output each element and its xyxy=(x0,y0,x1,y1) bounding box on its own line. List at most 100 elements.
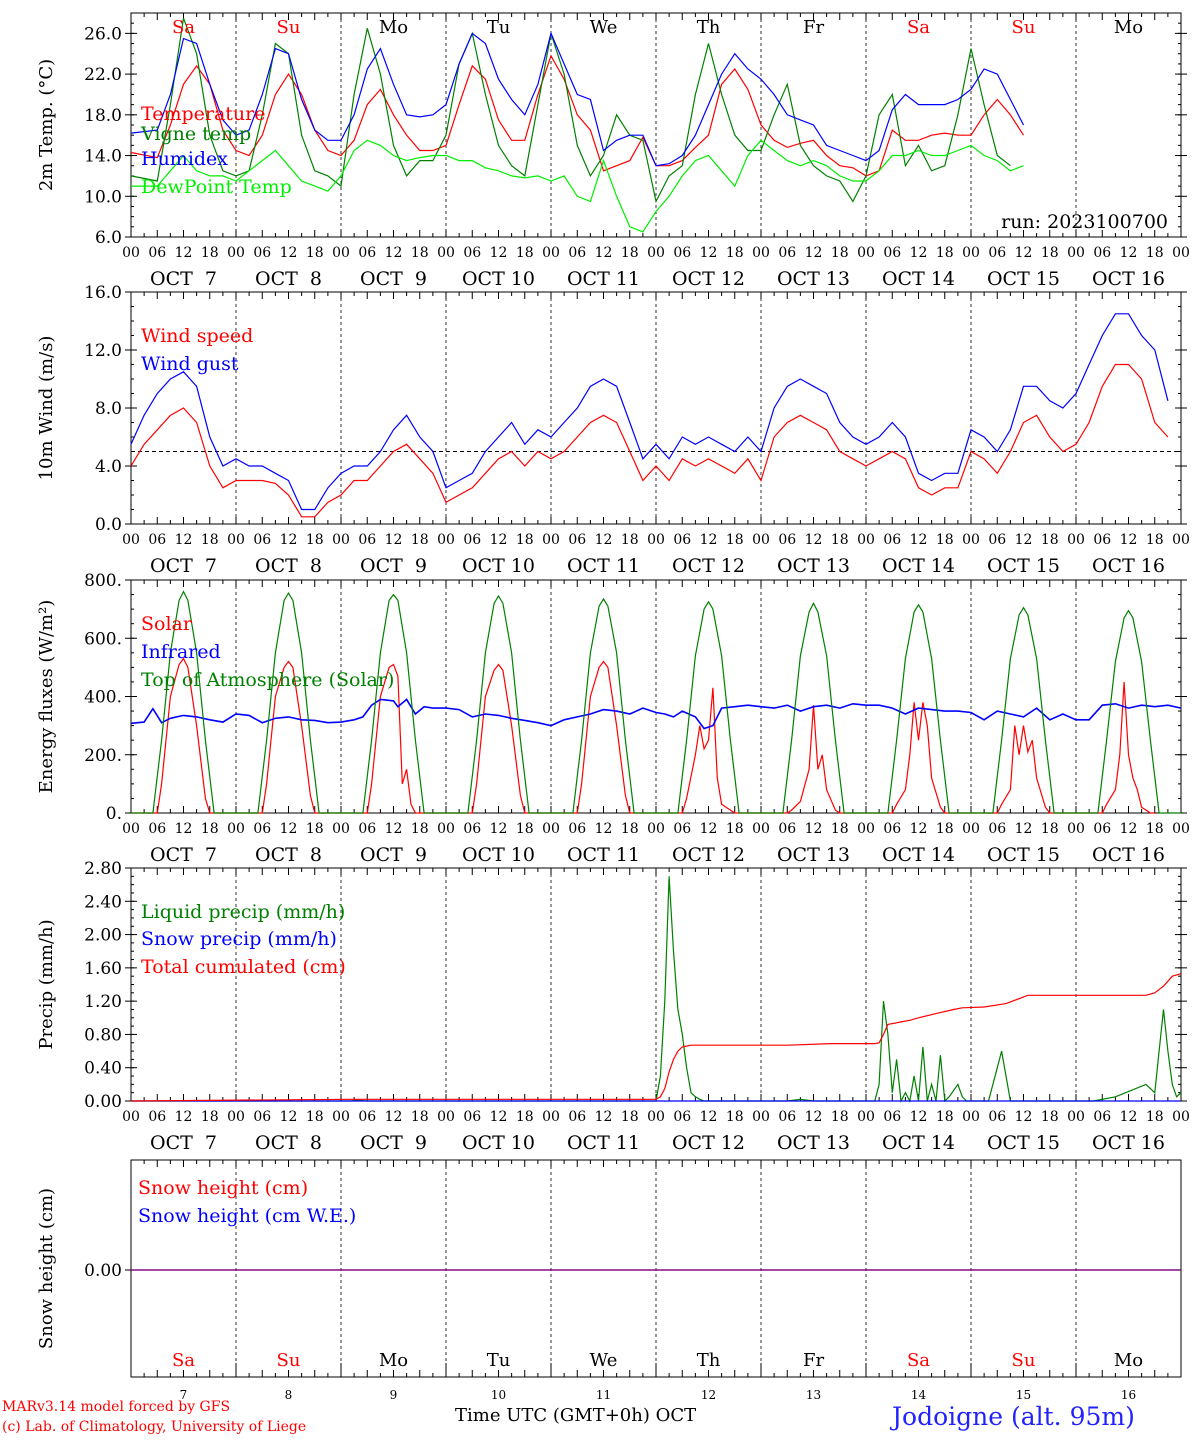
hour-tick-label: 00 xyxy=(542,532,560,548)
hour-tick-label: 06 xyxy=(1093,1109,1111,1125)
hour-tick-label: 12 xyxy=(805,1109,823,1125)
hour-tick-label: 12 xyxy=(175,821,193,837)
y-tick-label: 14.0 xyxy=(84,147,122,167)
y-tick-label: 1.20 xyxy=(84,992,122,1012)
date-label: OCT 7 xyxy=(150,844,217,866)
hour-tick-label: 12 xyxy=(805,245,823,261)
y-tick-label: 16.0 xyxy=(84,283,122,303)
hour-tick-label: 18 xyxy=(306,1109,324,1125)
hour-tick-label: 12 xyxy=(700,245,718,261)
hour-tick-label: 18 xyxy=(411,1109,429,1125)
hour-tick-label: 12 xyxy=(910,245,928,261)
y-tick-label: 800. xyxy=(84,571,122,591)
day-of-week-label: Sa xyxy=(907,17,930,38)
hour-tick-label: 18 xyxy=(621,1109,639,1125)
hour-tick-label: 06 xyxy=(988,245,1006,261)
hour-tick-label: 00 xyxy=(542,1109,560,1125)
date-label: OCT 16 xyxy=(1092,1132,1165,1154)
y-tick-label: 1.60 xyxy=(84,959,122,979)
hour-tick-label: 06 xyxy=(463,245,481,261)
hour-tick-label: 18 xyxy=(621,532,639,548)
y-tick-label: 6.0 xyxy=(95,228,122,248)
day-number-label: 10 xyxy=(491,1388,506,1402)
hour-tick-label: 00 xyxy=(437,532,455,548)
hour-tick-label: 00 xyxy=(122,532,140,548)
hour-tick-label: 06 xyxy=(148,1109,166,1125)
hour-tick-label: 12 xyxy=(595,532,613,548)
y-tick-label: 26.0 xyxy=(84,24,122,44)
legend-snow-precip-mm-h-: Snow precip (mm/h) xyxy=(141,928,337,950)
hour-tick-label: 12 xyxy=(385,532,403,548)
hour-tick-label: 06 xyxy=(1093,821,1111,837)
hour-tick-label: 06 xyxy=(568,1109,586,1125)
legend-snow-height-cm-w-e-: Snow height (cm W.E.) xyxy=(138,1205,356,1227)
series-line-infrared xyxy=(130,698,1182,730)
hour-tick-label: 00 xyxy=(122,245,140,261)
hour-tick-label: 00 xyxy=(122,1109,140,1125)
lab-credit: (c) Lab. of Climatology, University of L… xyxy=(2,1419,307,1435)
y-tick-label: 18.0 xyxy=(84,106,122,126)
legend-total-cumulated-cm-: Total cumulated (cm) xyxy=(141,956,346,978)
y-tick-label: 0. xyxy=(106,804,122,824)
hour-tick-label: 00 xyxy=(332,245,350,261)
y-tick-label: 8.0 xyxy=(95,399,122,419)
hour-tick-label: 06 xyxy=(883,532,901,548)
day-of-week-label: Mo xyxy=(1114,1350,1143,1371)
date-label: OCT 8 xyxy=(255,844,322,866)
hour-tick-label: 00 xyxy=(647,1109,665,1125)
hour-tick-label: 18 xyxy=(411,245,429,261)
y-tick-label: 0.40 xyxy=(84,1059,122,1079)
series-line-wind-speed xyxy=(130,363,1169,518)
hour-tick-label: 12 xyxy=(385,821,403,837)
y-tick-label: 0.00 xyxy=(84,1261,122,1281)
hour-tick-label: 12 xyxy=(1120,245,1138,261)
hour-tick-label: 00 xyxy=(437,821,455,837)
hour-tick-label: 06 xyxy=(148,532,166,548)
hour-tick-label: 18 xyxy=(201,532,219,548)
legend-temperature: Temperature xyxy=(141,103,265,125)
legend-infrared: Infrared xyxy=(141,641,221,663)
hour-tick-label: 06 xyxy=(778,1109,796,1125)
hour-tick-label: 18 xyxy=(411,821,429,837)
day-number-label: 8 xyxy=(285,1388,293,1402)
hour-tick-label: 00 xyxy=(122,821,140,837)
hour-tick-label: 06 xyxy=(358,821,376,837)
series-line-wind-gust xyxy=(130,313,1169,511)
date-label: OCT 7 xyxy=(150,555,217,577)
hour-tick-label: 00 xyxy=(542,821,560,837)
hour-tick-label: 12 xyxy=(1015,245,1033,261)
date-label: OCT 13 xyxy=(777,844,850,866)
y-axis-label: 2m Temp. (°C) xyxy=(36,59,57,191)
date-label: OCT 8 xyxy=(255,1132,322,1154)
panel-snow: 0.00 Snow height (cm) Snow height (cm) Snow… xyxy=(36,1159,1182,1402)
hour-tick-label: 00 xyxy=(647,821,665,837)
hour-tick-label: 06 xyxy=(673,1109,691,1125)
hour-tick-label: 18 xyxy=(936,1109,954,1125)
date-label: OCT 16 xyxy=(1092,268,1165,290)
day-of-week-label: Tu xyxy=(487,17,511,38)
hour-tick-label: 06 xyxy=(253,532,271,548)
legend-wind-speed: Wind speed xyxy=(141,325,253,347)
hour-tick-label: 12 xyxy=(490,532,508,548)
date-label: OCT 15 xyxy=(987,555,1060,577)
y-tick-label: 12.0 xyxy=(84,341,122,361)
series-line-dewpoint-temp xyxy=(131,139,1024,233)
hour-tick-label: 12 xyxy=(805,532,823,548)
hour-tick-label: 06 xyxy=(463,532,481,548)
hour-tick-label: 00 xyxy=(227,821,245,837)
y-tick-label: 0.00 xyxy=(84,1092,122,1112)
hour-tick-label: 06 xyxy=(778,532,796,548)
hour-tick-label: 00 xyxy=(1172,245,1190,261)
hour-tick-label: 00 xyxy=(1067,821,1085,837)
hour-tick-label: 12 xyxy=(1120,532,1138,548)
day-number-label: 7 xyxy=(180,1388,188,1402)
y-tick-label: 2.00 xyxy=(84,926,122,946)
hour-tick-label: 12 xyxy=(175,245,193,261)
series-line-humidex xyxy=(130,31,1025,167)
date-label: OCT 16 xyxy=(1092,555,1165,577)
hour-tick-label: 18 xyxy=(201,245,219,261)
hour-tick-label: 06 xyxy=(148,821,166,837)
series-line-temperature xyxy=(130,54,1025,177)
date-label: OCT 12 xyxy=(672,844,745,866)
day-of-week-label: Su xyxy=(277,17,301,38)
